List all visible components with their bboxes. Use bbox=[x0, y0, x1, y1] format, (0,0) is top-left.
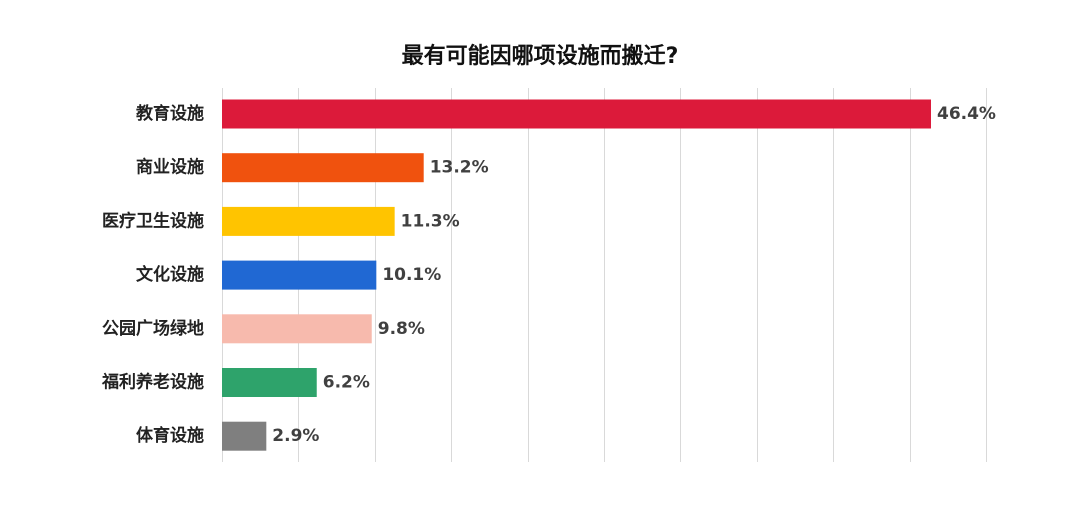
data-label: 46.4% bbox=[937, 104, 996, 124]
category-label: 教育设施 bbox=[135, 103, 204, 124]
label-layer: 教育设施 46.4% 商业设施 13.2% 医疗卫生设施 11.3% 文化设施 10.1% 公园… bbox=[101, 103, 996, 446]
category-label: 福利养老设施 bbox=[101, 372, 204, 393]
category-label: 医疗卫生设施 bbox=[102, 210, 204, 231]
category-label: 商业设施 bbox=[136, 157, 204, 178]
data-label: 13.2% bbox=[430, 158, 489, 178]
category-label: 文化设施 bbox=[136, 264, 204, 285]
data-label: 6.2% bbox=[323, 373, 370, 393]
bar bbox=[222, 314, 372, 344]
bar bbox=[222, 153, 424, 183]
category-label: 公园广场绿地 bbox=[102, 318, 204, 339]
data-label: 11.3% bbox=[401, 211, 460, 231]
data-label: 9.8% bbox=[378, 319, 425, 339]
category-label: 体育设施 bbox=[136, 425, 204, 446]
bar bbox=[222, 421, 267, 451]
chart-title: 最有可能因哪项设施而搬迁? bbox=[401, 44, 679, 69]
data-label: 10.1% bbox=[382, 265, 441, 285]
bar bbox=[222, 206, 395, 236]
data-label: 2.9% bbox=[272, 426, 319, 446]
bar bbox=[222, 260, 377, 290]
bar bbox=[222, 99, 931, 129]
bar bbox=[222, 368, 317, 397]
bar-layer bbox=[222, 99, 931, 451]
